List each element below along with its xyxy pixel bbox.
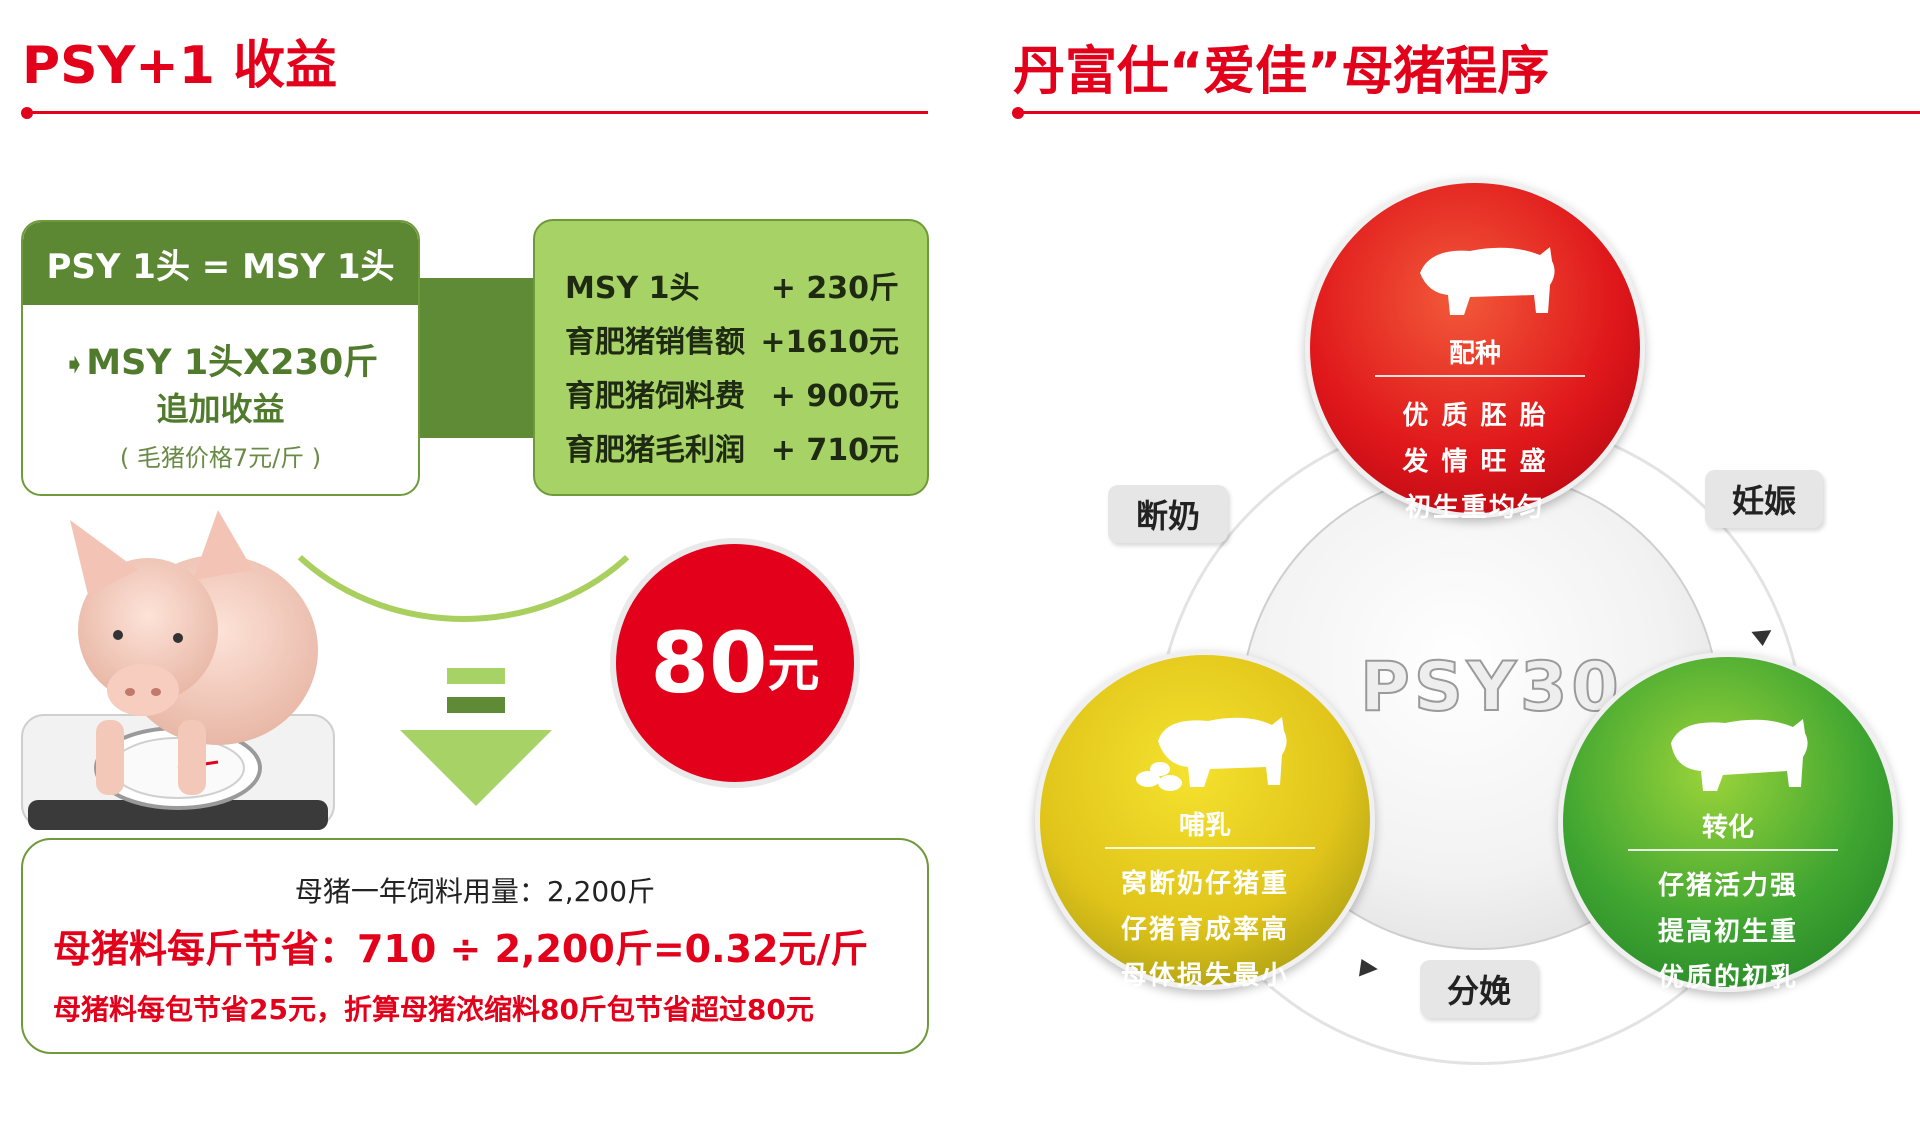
right-title: 丹富仕“爱佳”母猪程序 (1013, 42, 1550, 102)
piglet-on-scale-image (21, 510, 335, 830)
psy-line-extra-income: 追加收益 (156, 390, 285, 428)
savings-per-bag: 母猪料每包节省25元，折算母猪浓缩料80斤包节省超过80元 (53, 993, 814, 1026)
equals-sign-top (447, 668, 505, 684)
label-farrowing: 分娩 (1420, 960, 1538, 1018)
stage-breeding: 配种 优 质 胚 胎 发 情 旺 盛 初生重均匀 (1305, 178, 1645, 523)
stage-transition: 转化 仔猪活力强 提高初生重 优质的初乳 (1558, 652, 1898, 993)
arrow-down-right-icon (1751, 630, 1772, 646)
psy-equation-header: PSY 1头 = MSY 1头 (23, 222, 418, 305)
box-connector (414, 278, 535, 438)
green-arc (235, 220, 692, 622)
left-rule (26, 111, 928, 114)
msy-row: 育肥猪毛利润 + 710元 (565, 433, 899, 468)
psy-line-price-note: ( 毛猪价格7元/斤 ) (119, 444, 322, 472)
left-title: PSY+1 收益 (22, 36, 338, 96)
equals-sign-bottom (447, 697, 505, 713)
msy-row: 育肥猪销售额 +1610元 (565, 325, 899, 360)
msy-row: 育肥猪饲料费 + 900元 (565, 379, 899, 414)
center-psy30-label: PSY30 (1359, 647, 1623, 728)
stage-lactation: 哺乳 窝断奶仔猪重 仔猪育成率高 母体损失最小 (1035, 650, 1375, 991)
arrow-right-icon: ➧ (62, 347, 87, 381)
pregnant-sow-icon (1671, 719, 1808, 791)
psy-equation-box: PSY 1头 = MSY 1头 ➧MSY 1头X230斤 追加收益 ( 毛猪价格… (21, 220, 420, 496)
feed-savings-box: 母猪一年饲料用量：2,200斤 母猪料每斤节省：710 ÷ 2,200斤=0.3… (21, 838, 929, 1054)
annual-feed-usage: 母猪一年饲料用量：2,200斤 (294, 875, 656, 908)
label-pregnancy: 妊娠 (1705, 470, 1823, 528)
savings-per-jin: 母猪料每斤节省：710 ÷ 2,200斤=0.32元/斤 (53, 927, 869, 971)
savings-result-badge: 80 元 (610, 538, 860, 788)
sow-icon (1420, 247, 1555, 315)
down-arrow-icon (400, 730, 552, 806)
sow-with-piglets-icon (1136, 717, 1287, 791)
msy-detail-box: MSY 1头 + 230斤 育肥猪销售额 +1610元 育肥猪饲料费 + 900元 育… (533, 219, 929, 496)
psy-line-msy: ➧MSY 1头X230斤 (62, 343, 379, 383)
label-weaning: 断奶 (1108, 485, 1228, 543)
right-rule (1018, 111, 1920, 114)
arrow-left-icon (1358, 958, 1378, 977)
msy-row: MSY 1头 + 230斤 (565, 271, 899, 306)
